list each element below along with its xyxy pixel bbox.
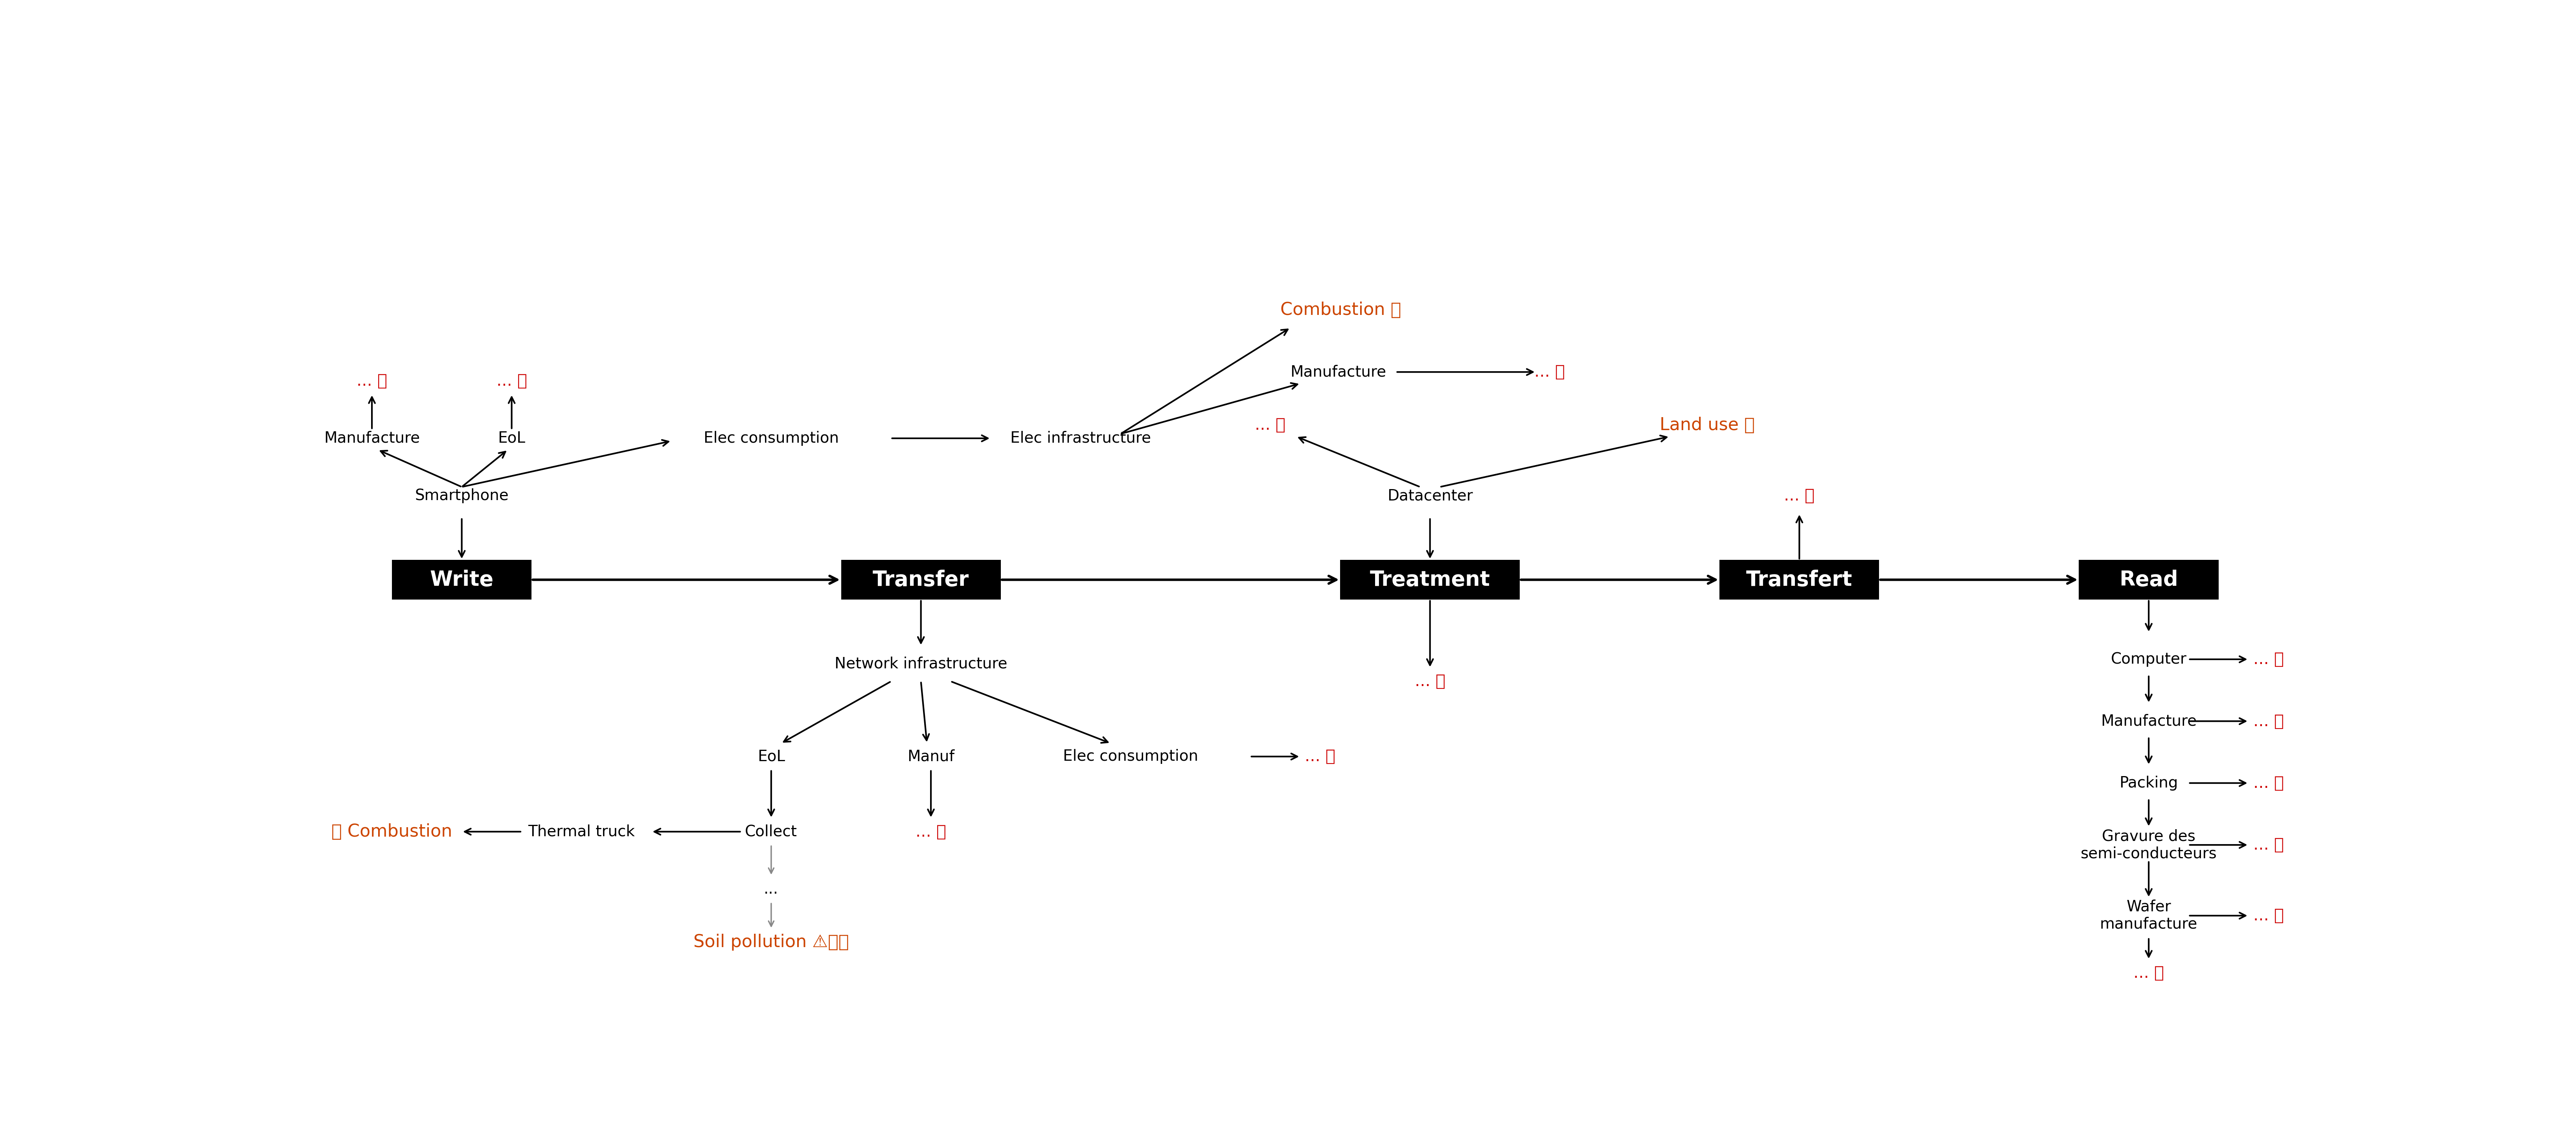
Text: Transfert: Transfert bbox=[1747, 569, 1852, 590]
Text: EoL: EoL bbox=[497, 430, 526, 445]
Text: EoL: EoL bbox=[757, 748, 786, 765]
Text: Transfer: Transfer bbox=[873, 569, 969, 590]
FancyBboxPatch shape bbox=[392, 560, 531, 599]
Text: Land use 🏔: Land use 🏔 bbox=[1659, 417, 1754, 434]
FancyBboxPatch shape bbox=[1340, 560, 1520, 599]
Text: 🔥 Combustion: 🔥 Combustion bbox=[332, 823, 453, 840]
Text: ... 🌍: ... 🌍 bbox=[2254, 907, 2285, 924]
Text: Computer: Computer bbox=[2110, 652, 2187, 667]
Text: ... 🌍: ... 🌍 bbox=[2254, 713, 2285, 729]
Text: Datacenter: Datacenter bbox=[1388, 488, 1473, 503]
Text: Manuf: Manuf bbox=[907, 748, 956, 765]
Text: ... 🌍: ... 🌍 bbox=[497, 373, 528, 389]
Text: Packing: Packing bbox=[2120, 776, 2179, 791]
Text: Manufacture: Manufacture bbox=[325, 430, 420, 445]
Text: Manufacture: Manufacture bbox=[1291, 365, 1386, 380]
Text: Read: Read bbox=[2120, 569, 2179, 590]
Text: ... 🌍: ... 🌍 bbox=[355, 373, 386, 389]
Text: Treatment: Treatment bbox=[1370, 569, 1489, 590]
Text: ... 🌍: ... 🌍 bbox=[2254, 837, 2285, 853]
Text: Soil pollution ⚠️🦠🧫: Soil pollution ⚠️🦠🧫 bbox=[693, 933, 850, 951]
Text: Combustion 🔥: Combustion 🔥 bbox=[1280, 302, 1401, 319]
Text: ... 🌍: ... 🌍 bbox=[1535, 364, 1566, 380]
Text: ... 🌍: ... 🌍 bbox=[1414, 673, 1445, 690]
Text: Thermal truck: Thermal truck bbox=[528, 824, 634, 839]
FancyBboxPatch shape bbox=[1721, 560, 1880, 599]
Text: Collect: Collect bbox=[744, 824, 799, 839]
Text: ... 🌍: ... 🌍 bbox=[2254, 775, 2285, 791]
Text: ... 🌍: ... 🌍 bbox=[1255, 417, 1285, 433]
Text: Write: Write bbox=[430, 569, 495, 590]
Text: Elec infrastructure: Elec infrastructure bbox=[1010, 430, 1151, 445]
Text: ... 🌍: ... 🌍 bbox=[1785, 488, 1814, 504]
Text: Gravure des
semi-conducteurs: Gravure des semi-conducteurs bbox=[2081, 829, 2218, 861]
Text: ... 🌍: ... 🌍 bbox=[1306, 748, 1334, 765]
Text: Elec consumption: Elec consumption bbox=[1064, 748, 1198, 765]
Text: ...: ... bbox=[765, 882, 778, 897]
Text: Wafer
manufacture: Wafer manufacture bbox=[2099, 900, 2197, 932]
FancyBboxPatch shape bbox=[840, 560, 999, 599]
Text: Manufacture: Manufacture bbox=[2099, 714, 2197, 729]
FancyBboxPatch shape bbox=[2079, 560, 2218, 599]
Text: Network infrastructure: Network infrastructure bbox=[835, 657, 1007, 672]
Text: Smartphone: Smartphone bbox=[415, 488, 507, 503]
Text: ... 🌍: ... 🌍 bbox=[2254, 651, 2285, 667]
Text: ... 🌍: ... 🌍 bbox=[2133, 964, 2164, 982]
Text: Elec consumption: Elec consumption bbox=[703, 430, 840, 445]
Text: ... 🌍: ... 🌍 bbox=[914, 823, 945, 840]
